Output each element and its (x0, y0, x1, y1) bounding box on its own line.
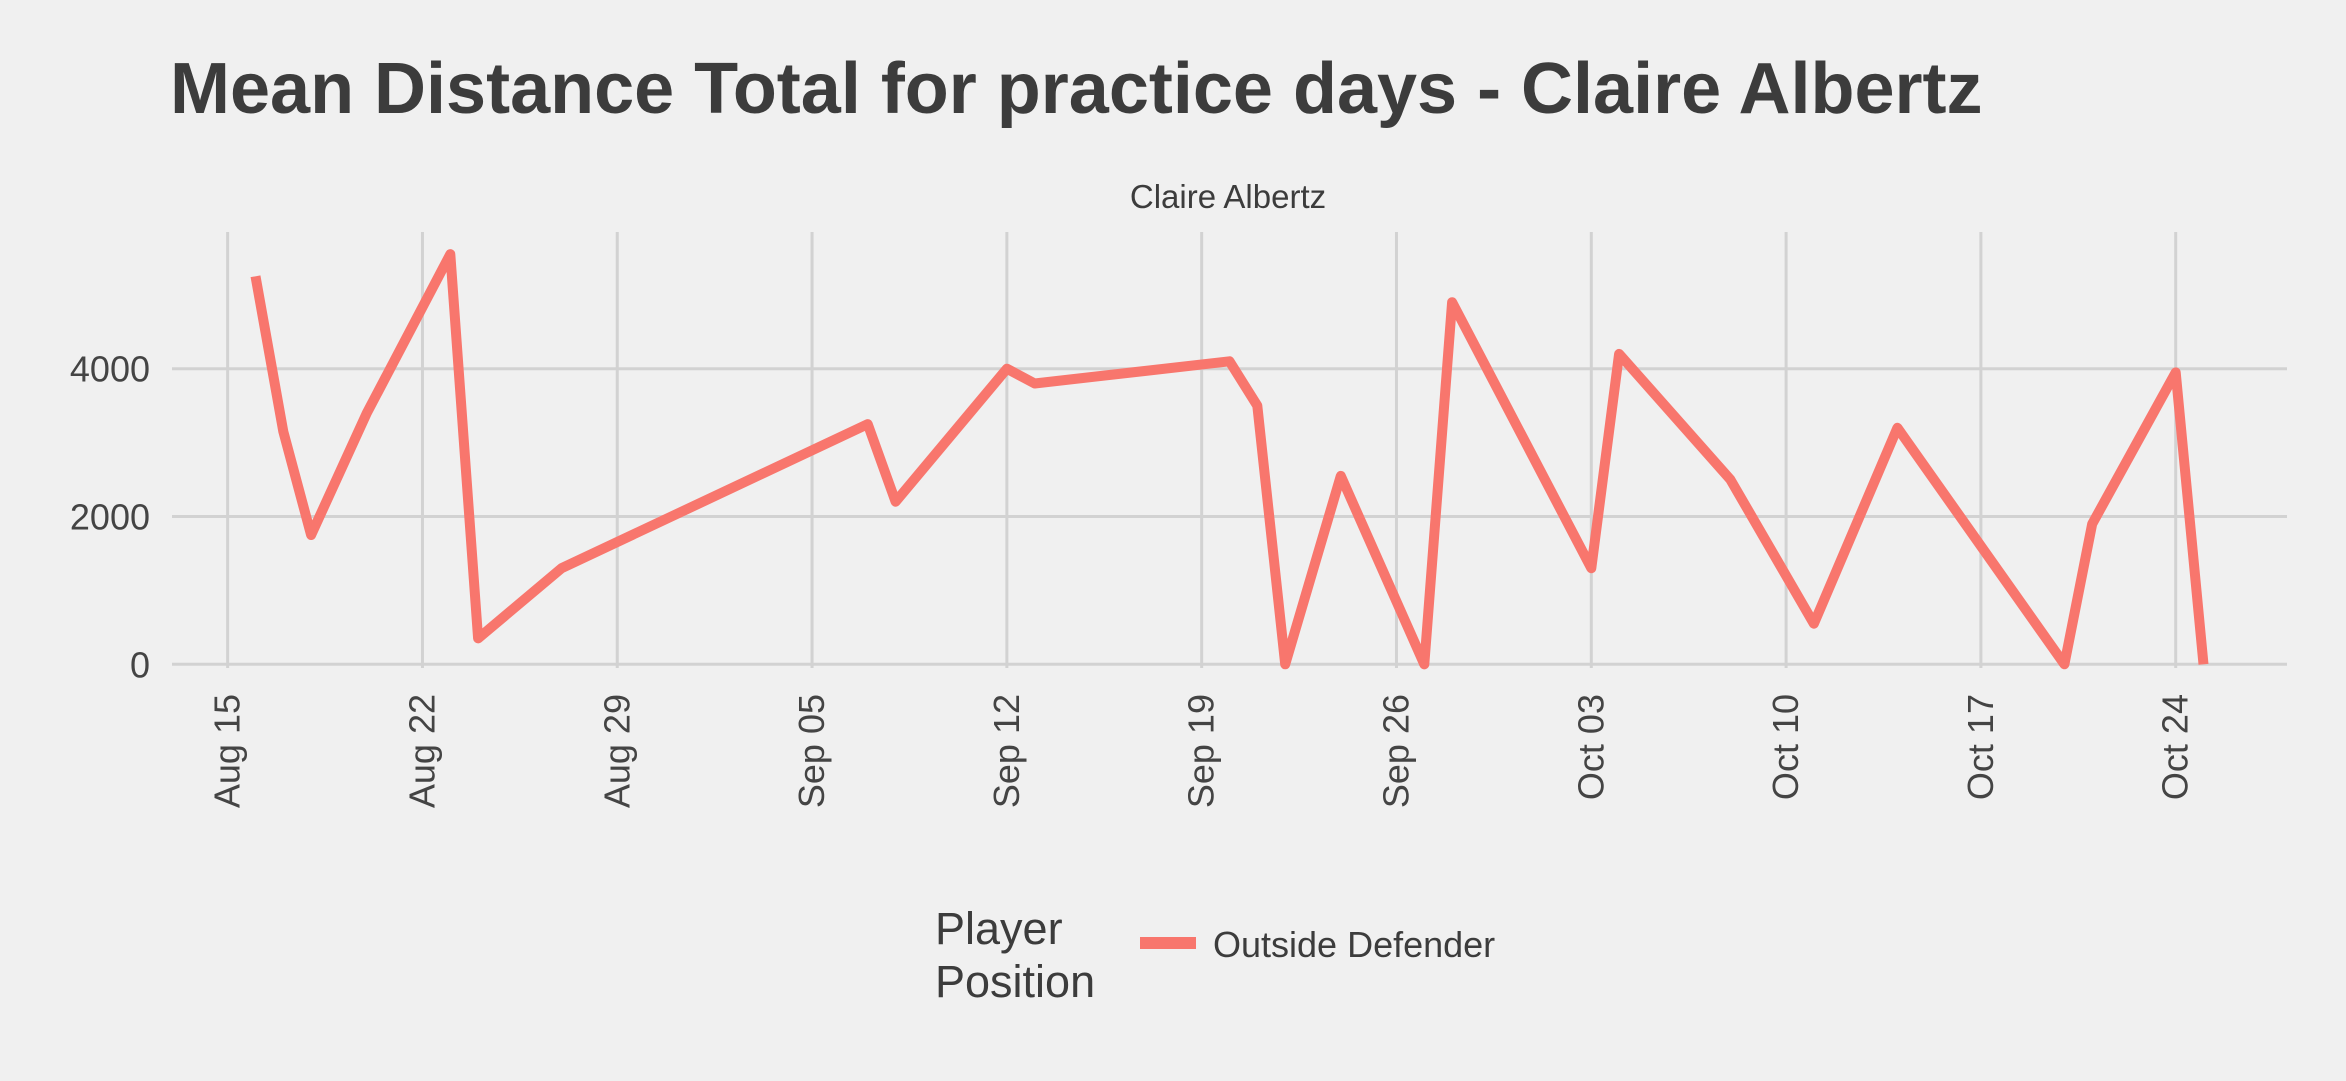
x-tick-label: Oct 03 (1570, 694, 1611, 800)
y-tick-label: 0 (130, 644, 150, 685)
chart-title: Mean Distance Total for practice days - … (170, 49, 1983, 129)
grid-lines (172, 232, 2287, 668)
legend: Player Position Outside Defender (935, 903, 1495, 1007)
series-layer (250, 249, 2209, 670)
legend-title-line-1: Player (935, 903, 1063, 954)
x-tick-label: Sep 19 (1181, 694, 1222, 808)
x-tick-label: Oct 10 (1765, 694, 1806, 800)
legend-title: Player Position (935, 903, 1095, 1007)
x-tick-label: Aug 22 (401, 694, 442, 808)
y-tick-label: 2000 (70, 497, 150, 538)
x-tick-label: Sep 05 (791, 694, 832, 808)
y-tick-label: 4000 (70, 349, 150, 390)
series-line-outside-defender (250, 249, 2209, 670)
legend-title-line-2: Position (935, 956, 1095, 1007)
x-tick-label: Oct 24 (2155, 694, 2196, 800)
facet-label: Claire Albertz (1130, 178, 1326, 215)
x-tick-label: Aug 15 (207, 694, 248, 808)
legend-label-outside-defender: Outside Defender (1213, 924, 1495, 965)
x-tick-label: Sep 12 (986, 694, 1027, 808)
x-tick-label: Sep 26 (1375, 694, 1416, 808)
axis-labels: 0 2000 4000 Aug 15 Aug 22 Aug 29 Sep 05 Sep 12 S… (70, 349, 2196, 808)
x-tick-label: Aug 29 (596, 694, 637, 808)
x-tick-label: Oct 17 (1960, 694, 2001, 800)
